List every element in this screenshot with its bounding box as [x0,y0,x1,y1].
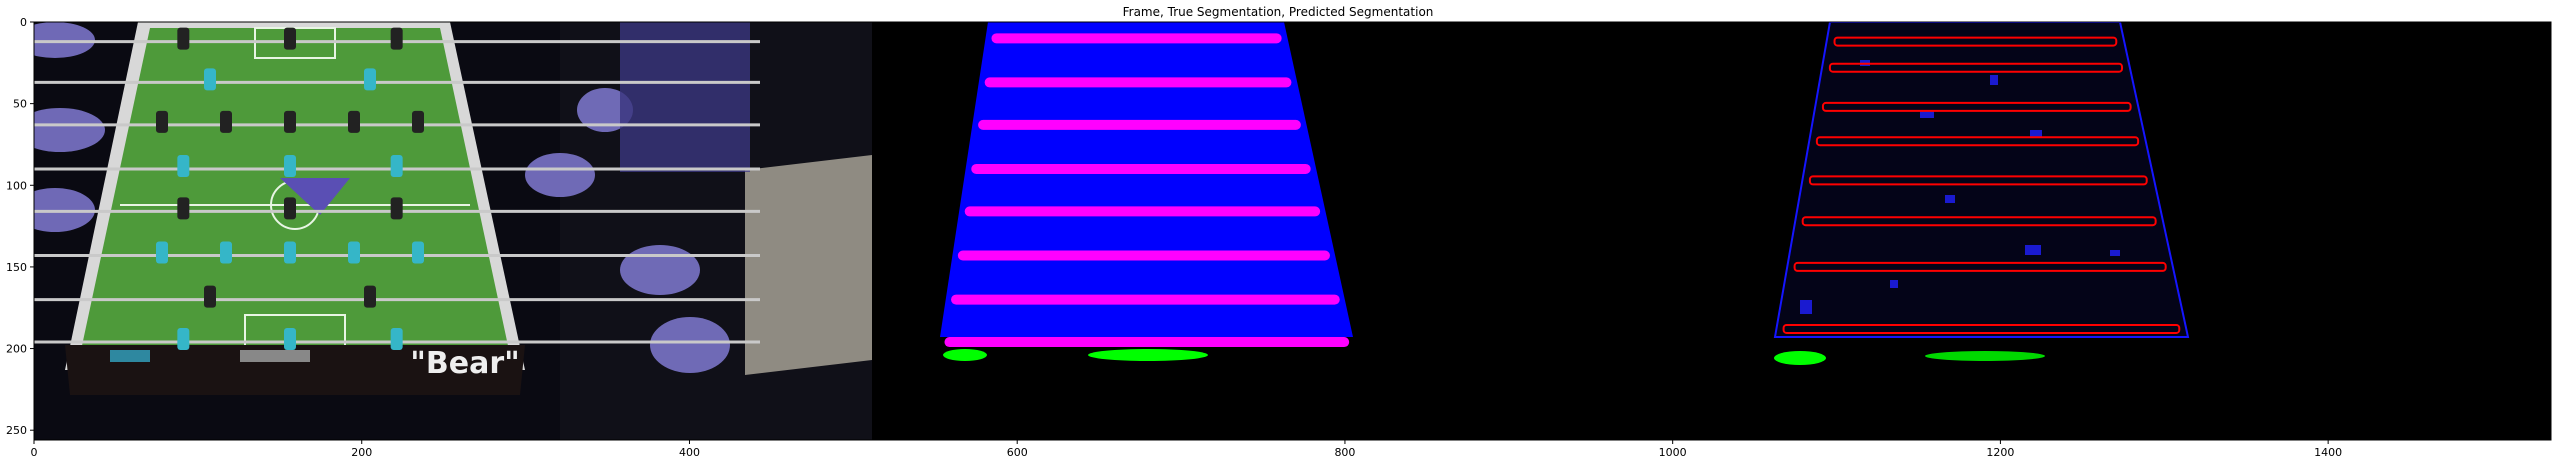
frame-foosman [390,197,403,220]
y-tick-label: 0 [20,16,27,29]
true-rod-band [951,294,1340,305]
frame-foosman [156,241,168,264]
true-rod-band [971,163,1311,174]
pred-rod-band [1801,216,2157,227]
true-table-surface [940,22,1353,337]
panel-predicted-segmentation [1773,22,2190,365]
frame-foosman [284,241,296,264]
pred-rod-band [1833,36,2118,47]
frame-foosman [177,154,190,177]
image-plot-area: "Bear" [34,22,2551,440]
frame-foosman [364,68,376,91]
panel-true-segmentation [940,22,1353,361]
true-rod-band [944,337,1350,348]
frame-table-end [65,345,525,395]
frame-foosman [177,328,190,351]
true-rod-band [964,206,1321,217]
frame-foosman [364,285,376,308]
x-tick-label: 800 [1334,446,1355,459]
true-rod-band [991,33,1282,44]
frame-foosman [204,285,216,308]
true-rod-rows [944,33,1350,348]
true-rod-band [984,77,1292,88]
frame-foosman [204,68,216,91]
y-tick-label: 200 [6,343,27,356]
true-rod-band [957,250,1330,261]
frame-foosman [390,154,403,177]
pred-rod-band [1821,101,2132,112]
panel-frame: "Bear" [34,22,872,440]
frame-foosman [348,241,360,264]
frame-logo-text: "Bear" [410,346,520,381]
x-tick-label: 1000 [1659,446,1687,459]
x-tick-label: 1400 [2314,446,2342,459]
x-tick-label: 200 [351,446,372,459]
pred-rod-rows [1782,36,2181,334]
x-tick-label: 400 [679,446,700,459]
y-tick-label: 50 [13,98,27,111]
frame-hands [34,22,750,373]
pred-rod-band [1828,62,2124,73]
y-tick-label: 250 [6,424,27,437]
pred-rod-band [1808,175,2148,186]
frame-foosman [412,241,424,264]
pred-table-outline [1773,22,2190,338]
frame-foosman [177,197,190,220]
y-axis: 0 50 100 150 200 250 [6,16,34,437]
chart-title: Frame, True Segmentation, Predicted Segm… [1123,5,1434,19]
frame-foosman [220,241,232,264]
x-axis: 0 200 400 600 800 1000 1200 1400 [31,440,2342,459]
x-tick-label: 1200 [1986,446,2014,459]
frame-foosman [284,197,296,220]
axes-frame [33,21,2552,441]
true-rod-band [978,119,1301,130]
pred-rod-band [1815,136,2140,147]
pred-goal-right [1925,351,2045,361]
frame-foosman [284,110,296,133]
true-goal-right [1088,349,1208,361]
y-tick-label: 100 [6,179,27,192]
pred-rod-band [1793,261,2167,272]
pred-goal-left [1774,351,1826,365]
frame-foosman [156,110,168,133]
frame-foosman [284,27,296,50]
x-tick-label: 0 [31,446,38,459]
frame-score-beads [110,350,310,362]
frame-foosman [220,110,232,133]
frame-foosman [390,27,403,50]
x-tick-label: 600 [1007,446,1028,459]
pred-rod-band [1782,323,2181,334]
y-tick-label: 150 [6,261,27,274]
frame-foosman [284,328,296,351]
frame-foosman [412,110,424,133]
true-goal-left [943,349,987,361]
frame-center-logo [280,178,350,215]
frame-foosman [177,27,190,50]
frame-rods [34,27,760,351]
frame-table-edge [745,155,872,375]
frame-foosman [348,110,360,133]
frame-foosman [284,154,296,177]
frame-foosman [390,328,403,351]
